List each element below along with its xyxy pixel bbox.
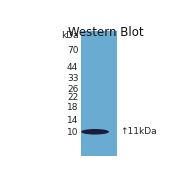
Text: 14: 14 — [67, 116, 78, 125]
Text: 26: 26 — [67, 85, 78, 94]
Text: 22: 22 — [67, 93, 78, 102]
Bar — [81, 31, 117, 156]
Text: kDa: kDa — [61, 31, 78, 40]
Text: ↑11kDa: ↑11kDa — [120, 127, 157, 136]
Text: 18: 18 — [67, 103, 78, 112]
Text: 10: 10 — [67, 128, 78, 137]
Text: 44: 44 — [67, 63, 78, 72]
Text: 70: 70 — [67, 46, 78, 55]
Text: 33: 33 — [67, 74, 78, 83]
Ellipse shape — [81, 129, 109, 135]
Text: Western Blot: Western Blot — [68, 26, 144, 39]
